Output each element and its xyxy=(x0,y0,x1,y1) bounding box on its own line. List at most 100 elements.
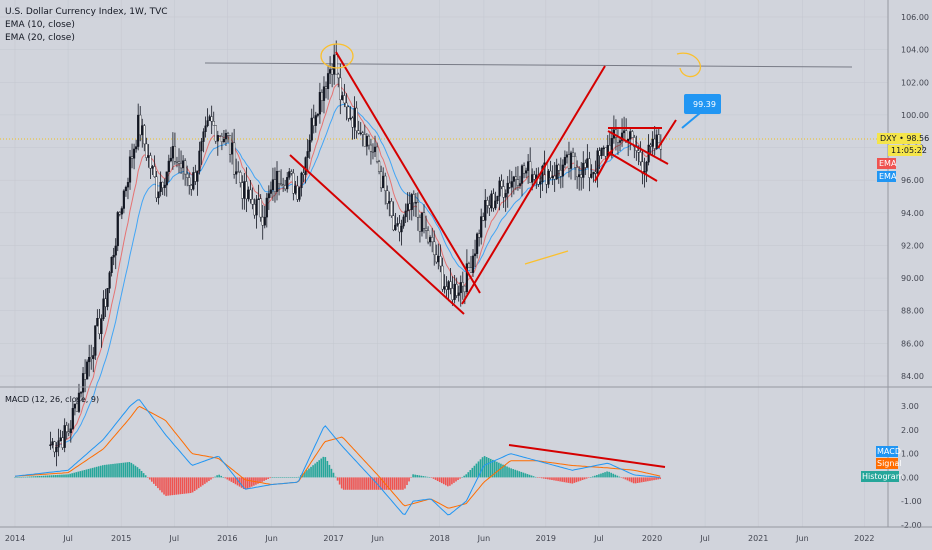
price-tick-label: 86.00 xyxy=(901,339,924,348)
signal-line xyxy=(14,405,661,509)
trendline-rally[interactable] xyxy=(461,65,606,305)
resistance-line[interactable] xyxy=(204,62,853,68)
trendline-flag-left[interactable] xyxy=(594,149,613,182)
time-tick-label: 2015 xyxy=(111,534,131,543)
macd-lines[interactable] xyxy=(14,399,661,516)
candlesticks[interactable] xyxy=(49,40,662,467)
macd-histogram-bar xyxy=(640,477,643,483)
trendline-falling-channel-top[interactable] xyxy=(335,51,481,294)
trendline-flag-top[interactable] xyxy=(607,130,669,165)
macd-histogram-bar xyxy=(65,474,67,478)
candle xyxy=(347,105,350,122)
candle xyxy=(655,129,658,150)
macd-histogram-bar xyxy=(297,476,300,478)
trendline-drawings[interactable] xyxy=(289,51,677,468)
macd-histogram-bar xyxy=(422,476,425,478)
macd-histogram-bar xyxy=(222,477,225,478)
candle xyxy=(59,429,62,442)
time-axis[interactable]: 2014 Jul 2015 Jul 2016 Jun 2017 Jun 2018 Jun 2019 J… xyxy=(5,534,875,543)
macd-histogram-bar xyxy=(71,473,73,478)
time-tick-label: 2019 xyxy=(536,534,556,543)
macd-histogram-bar xyxy=(246,477,249,489)
target-highlight-circle xyxy=(676,52,702,78)
candle xyxy=(592,171,595,183)
candle xyxy=(230,132,234,165)
candle xyxy=(441,257,444,292)
trendline-breakout[interactable] xyxy=(657,119,677,149)
macd-histogram-bar xyxy=(265,477,267,480)
candle xyxy=(314,111,317,133)
candle xyxy=(316,113,319,118)
macd-histogram-bar xyxy=(626,477,629,481)
macd-histogram-bar xyxy=(406,477,408,486)
macd-histogram-bar xyxy=(594,475,596,478)
macd-histogram-bar xyxy=(357,477,359,490)
price-tick-label: 88.00 xyxy=(901,307,924,316)
macd-histogram-bar xyxy=(44,475,47,478)
macd-histogram[interactable] xyxy=(14,456,661,496)
candle xyxy=(596,147,599,188)
candle xyxy=(439,244,442,273)
macd-histogram-bar xyxy=(526,474,529,478)
macd-histogram-bar xyxy=(240,477,243,488)
macd-histogram-bar xyxy=(140,470,143,478)
macd-histogram-bar xyxy=(600,473,602,478)
macd-histogram-bar xyxy=(340,477,343,489)
macd-histogram-bar xyxy=(287,477,290,478)
candle xyxy=(445,276,448,298)
macd-histogram-bar xyxy=(416,475,419,478)
candle xyxy=(247,186,250,202)
trendline-flag-bottom[interactable] xyxy=(607,151,658,182)
time-tick-label: Jun xyxy=(370,534,384,543)
candle xyxy=(161,181,164,196)
macd-histogram-bar xyxy=(120,462,122,478)
candle xyxy=(349,106,352,121)
macd-histogram-bar xyxy=(483,456,486,478)
macd-histogram-bar xyxy=(216,475,218,478)
macd-histogram-bar xyxy=(159,477,161,491)
macd-histogram-bar xyxy=(173,477,176,495)
macd-histogram-bar xyxy=(132,464,135,478)
candle xyxy=(249,180,252,204)
macd-histogram-bar xyxy=(251,477,253,487)
macd-histogram-bar xyxy=(63,474,65,478)
target-callout[interactable]: 99.39 xyxy=(681,94,721,129)
candle xyxy=(549,160,552,180)
macd-histogram-bar xyxy=(432,477,435,479)
candle xyxy=(457,285,460,302)
macd-histogram-bar xyxy=(230,477,233,482)
candle xyxy=(471,248,475,277)
macd-histogram-bar xyxy=(355,477,357,490)
candle xyxy=(100,314,103,348)
candle xyxy=(322,76,326,114)
macd-histogram-bar xyxy=(359,477,361,490)
macd-histogram-bar xyxy=(489,458,492,478)
candle xyxy=(504,189,507,212)
macd-histogram-bar xyxy=(487,457,490,478)
macd-histogram-bar xyxy=(400,477,402,490)
candle xyxy=(167,154,170,183)
candle xyxy=(510,171,513,198)
trendline-left-channel[interactable] xyxy=(289,154,465,315)
candle xyxy=(328,56,332,85)
macd-histogram-bar xyxy=(520,471,523,478)
candle xyxy=(467,261,471,268)
candle xyxy=(204,116,207,138)
macd-histogram-bar xyxy=(451,477,453,485)
macd-histogram-bar xyxy=(67,474,69,478)
macd-histogram-bar xyxy=(579,477,582,481)
macd-divergence-line[interactable] xyxy=(508,444,666,468)
macd-histogram-bar xyxy=(469,470,472,478)
macd-axis[interactable]: 3.00 2.00 1.00 0.00 -1.00 -2.00 xyxy=(901,402,922,530)
macd-histogram-bar xyxy=(381,477,384,490)
ema-tags: EMA EMA xyxy=(877,158,897,182)
macd-histogram-bar xyxy=(310,466,312,478)
macd-histogram-bar xyxy=(150,477,153,482)
candle xyxy=(226,131,230,143)
macd-histogram-bar xyxy=(32,476,35,478)
candle xyxy=(149,152,152,180)
macd-histogram-bar xyxy=(330,468,333,478)
macd-histogram-bar xyxy=(99,465,102,478)
macd-histogram-bar xyxy=(175,477,178,495)
